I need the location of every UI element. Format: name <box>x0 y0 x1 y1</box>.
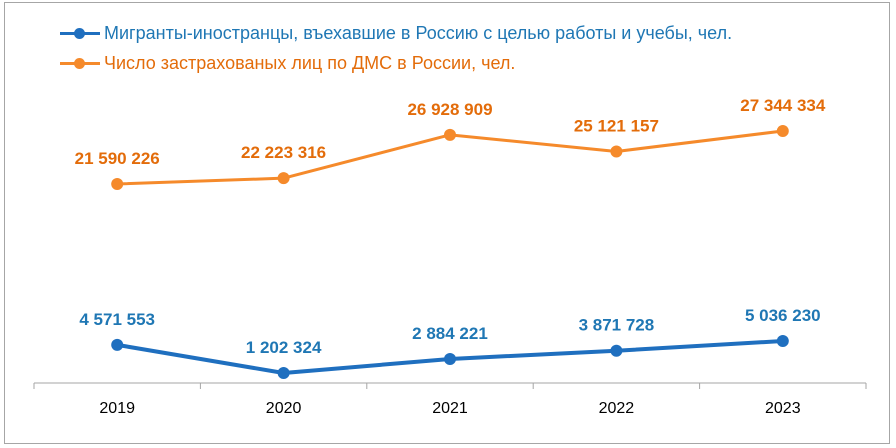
legend-label-dms-insured: Число застрахованых лиц по ДМС в России,… <box>104 52 516 73</box>
data-point-migrants-2019 <box>111 338 124 351</box>
data-label-dms-insured-2020: 22 223 316 <box>241 143 326 162</box>
legend-label-migrants: Мигранты-иностранцы, въехавшие в Россию … <box>104 22 733 43</box>
chart-legend: Мигранты-иностранцы, въехавшие в Россию … <box>60 18 732 78</box>
data-point-migrants-2022 <box>610 344 623 357</box>
data-point-dms-insured-2022 <box>610 145 623 158</box>
legend-swatch-dms-insured <box>60 53 100 73</box>
data-label-dms-insured-2021: 26 928 909 <box>407 100 492 119</box>
chart-frame <box>4 2 890 444</box>
x-tick-label-2023: 2023 <box>765 400 801 417</box>
data-label-dms-insured-2023: 27 344 334 <box>740 96 826 115</box>
legend-item-migrants: Мигранты-иностранцы, въехавшие в Россию … <box>60 18 732 48</box>
data-point-dms-insured-2020 <box>277 172 290 185</box>
x-tick-label-2021: 2021 <box>432 400 468 417</box>
data-label-dms-insured-2019: 21 590 226 <box>75 149 160 168</box>
x-tick-label-2019: 2019 <box>99 400 135 417</box>
data-point-migrants-2020 <box>277 367 290 379</box>
data-label-migrants-2021: 2 884 221 <box>412 324 488 343</box>
legend-item-dms-insured: Число застрахованых лиц по ДМС в России,… <box>60 48 732 78</box>
legend-swatch-migrants <box>60 23 100 43</box>
data-label-dms-insured-2022: 25 121 157 <box>574 116 659 135</box>
x-tick-label-2020: 2020 <box>266 400 302 417</box>
data-label-migrants-2022: 3 871 728 <box>579 316 655 335</box>
data-label-migrants-2020: 1 202 324 <box>246 338 322 357</box>
data-point-dms-insured-2021 <box>444 128 456 141</box>
data-point-migrants-2021 <box>444 352 456 365</box>
data-label-migrants-2019: 4 571 553 <box>79 310 155 329</box>
data-point-dms-insured-2023 <box>776 125 789 137</box>
data-point-migrants-2023 <box>776 335 789 347</box>
data-label-migrants-2023: 5 036 230 <box>745 306 821 325</box>
data-point-dms-insured-2019 <box>111 178 124 190</box>
x-tick-label-2022: 2022 <box>599 400 635 417</box>
